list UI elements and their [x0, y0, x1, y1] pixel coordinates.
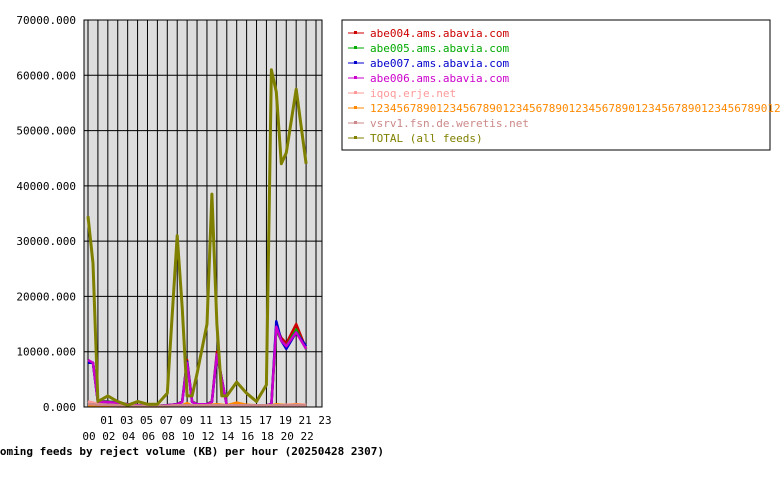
- x-axis-ticks: 01 03 05 07 09 11 13 15 17 19 21 23 00 02 04 06 08 10 12 14…: [82, 414, 331, 443]
- legend-marker: [354, 31, 357, 34]
- legend: abe004.ams.abavia.com abe005.ams.abavia.c…: [348, 27, 780, 145]
- x-tick-label: 08: [162, 430, 175, 443]
- x-tick-label: 15: [239, 414, 252, 427]
- x-tick-label: 03: [120, 414, 133, 427]
- x-tick-label: 14: [221, 430, 235, 443]
- legend-marker: [354, 76, 357, 79]
- legend-marker: [354, 46, 357, 49]
- x-tick-label: 16: [241, 430, 254, 443]
- legend-label: abe006.ams.abavia.com: [370, 72, 509, 85]
- y-tick-label: 70000.000: [16, 14, 76, 27]
- y-tick-label: 40000.000: [16, 180, 76, 193]
- x-tick-label: 18: [261, 430, 274, 443]
- x-tick-label: 01: [100, 414, 113, 427]
- x-tick-label: 17: [259, 414, 272, 427]
- legend-marker: [354, 91, 357, 94]
- x-tick-label: 12: [201, 430, 214, 443]
- legend-marker: [354, 106, 357, 109]
- series-lines: [86, 68, 308, 408]
- x-tick-label: 00: [82, 430, 95, 443]
- y-axis-ticks: 70000.000 60000.000 50000.000 40000.000 3000…: [16, 14, 76, 414]
- y-tick-label: 30000.000: [16, 235, 76, 248]
- x-tick-label: 04: [122, 430, 136, 443]
- legend-marker: [354, 136, 357, 139]
- x-tick-label: 09: [180, 414, 193, 427]
- legend-box: [341, 19, 771, 151]
- legend-label: abe007.ams.abavia.com: [370, 57, 509, 70]
- legend-label: TOTAL (all feeds): [370, 132, 483, 145]
- x-tick-label: 02: [102, 430, 115, 443]
- series-line-7: [86, 68, 308, 407]
- grid: [84, 19, 322, 408]
- x-tick-label: 11: [199, 414, 212, 427]
- legend-label: abe004.ams.abavia.com: [370, 27, 509, 40]
- y-tick-label: 10000.000: [16, 346, 76, 359]
- legend-label: abe005.ams.abavia.com: [370, 42, 509, 55]
- legend-label: vsrv1.fsn.de.weretis.net: [370, 117, 529, 130]
- legend-marker: [354, 61, 357, 64]
- x-tick-label: 06: [142, 430, 155, 443]
- x-tick-label: 13: [219, 414, 232, 427]
- legend-label: iqoq.erje.net: [370, 87, 456, 100]
- plot-border: [83, 19, 323, 408]
- x-tick-label: 20: [281, 430, 294, 443]
- x-tick-label: 05: [140, 414, 153, 427]
- y-tick-label: 0.000: [43, 401, 76, 414]
- legend-marker: [354, 121, 357, 124]
- y-tick-label: 20000.000: [16, 290, 76, 303]
- x-tick-label: 10: [182, 430, 195, 443]
- series-line-6: [88, 402, 307, 408]
- x-tick-label: 19: [279, 414, 292, 427]
- chart-title: Incoming feeds by reject volume (KB) per…: [0, 445, 384, 458]
- y-tick-label: 60000.000: [16, 69, 76, 82]
- x-tick-label: 22: [300, 430, 313, 443]
- x-tick-label: 23: [318, 414, 331, 427]
- y-tick-label: 50000.000: [16, 125, 76, 138]
- x-tick-label: 07: [160, 414, 173, 427]
- legend-label: 1234567890123456789012345678901234567890…: [370, 102, 780, 115]
- x-tick-label: 21: [299, 414, 312, 427]
